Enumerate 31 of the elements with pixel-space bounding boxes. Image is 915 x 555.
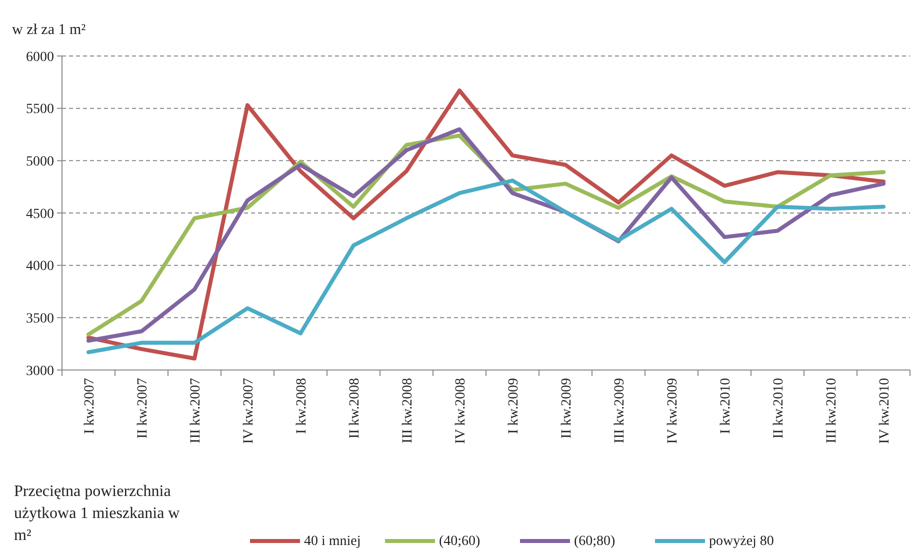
x-tick-label: II kw.2010 bbox=[772, 378, 786, 439]
legend-label: powyżej 80 bbox=[709, 534, 774, 549]
x-tick-label: III kw.2007 bbox=[188, 378, 204, 444]
x-tick-label: I kw.2008 bbox=[294, 378, 310, 434]
y-tick-label: 4000 bbox=[26, 259, 54, 274]
x-tick-label: III kw.2010 bbox=[824, 378, 840, 444]
y-tick-label: 5000 bbox=[26, 154, 54, 170]
x-tick-label: IV kw.2008 bbox=[454, 378, 468, 444]
x-tick-label: IV kw.2009 bbox=[666, 378, 680, 444]
y-tick-label: 3500 bbox=[26, 312, 54, 327]
x-tick-label: I kw.2009 bbox=[506, 378, 522, 434]
y-tick-label: 3000 bbox=[26, 364, 54, 379]
y-tick-label: 6000 bbox=[26, 50, 54, 65]
x-tick-label: II kw.2008 bbox=[348, 378, 362, 439]
legend-title: Przeciętna powierzchnia użytkowa 1 mieszkania w m² bbox=[14, 483, 180, 544]
line-series bbox=[86, 178, 886, 354]
x-tick-label: III kw.2008 bbox=[400, 378, 416, 444]
legend-label: (40;60) bbox=[439, 534, 481, 549]
x-tick-label: III kw.2009 bbox=[612, 378, 628, 444]
legend-label: (60;80) bbox=[574, 534, 616, 549]
x-tick-label: II kw.2009 bbox=[560, 378, 574, 439]
y-axis-title: w zł za 1 m² bbox=[12, 22, 86, 38]
legend-label: 40 i mniej bbox=[304, 534, 361, 549]
x-tick-label: II kw.2007 bbox=[136, 378, 150, 439]
line-series bbox=[86, 88, 886, 360]
x-tick-label: IV kw.2007 bbox=[242, 378, 256, 444]
x-tick-label: I kw.2010 bbox=[718, 378, 734, 434]
y-tick-label: 4500 bbox=[26, 206, 54, 222]
x-tick-label: I kw.2007 bbox=[82, 378, 98, 434]
y-tick-label: 5500 bbox=[26, 102, 54, 118]
x-tick-label: IV kw.2010 bbox=[878, 378, 892, 444]
